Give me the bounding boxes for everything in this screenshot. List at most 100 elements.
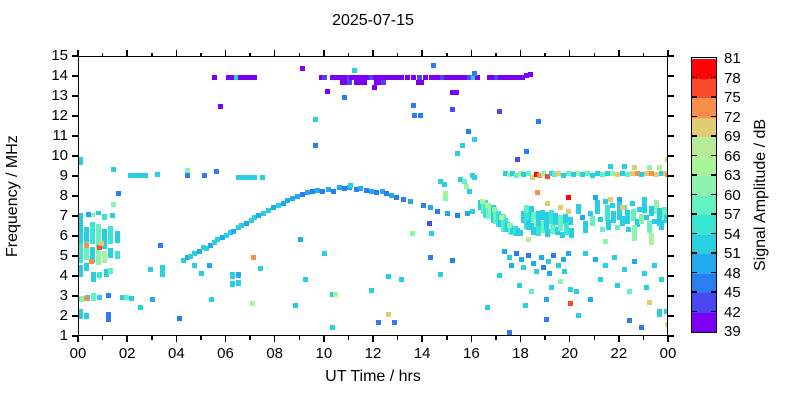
x-tick (101, 336, 104, 340)
data-point (523, 205, 529, 213)
data-point (343, 79, 349, 85)
data-point (357, 79, 363, 85)
data-point (231, 228, 237, 234)
y-tick (72, 235, 78, 237)
data-point (533, 268, 539, 274)
data-point (450, 257, 456, 263)
data-point (592, 194, 598, 200)
data-point (534, 189, 540, 195)
data-point (333, 291, 339, 297)
data-point (226, 74, 232, 80)
x-tick (593, 336, 595, 340)
data-point (665, 171, 667, 177)
data-point (464, 210, 470, 216)
data-point (196, 248, 202, 254)
data-point (582, 221, 588, 233)
x-tick (298, 336, 300, 340)
data-point (541, 264, 547, 270)
x-tick (544, 52, 546, 56)
data-point (649, 233, 655, 245)
data-point (415, 79, 421, 85)
x-tick (347, 52, 350, 56)
colorbar (691, 57, 717, 333)
colorbar-segment (692, 253, 716, 274)
data-point (110, 166, 116, 172)
data-point (346, 79, 352, 85)
data-point (574, 289, 580, 295)
data-point (515, 156, 521, 162)
data-point (330, 188, 336, 194)
data-point (260, 210, 266, 216)
data-point (137, 304, 143, 310)
data-point (466, 128, 472, 134)
data-point (233, 74, 239, 80)
x-tick (470, 336, 473, 342)
data-point (227, 229, 233, 235)
data-point (587, 296, 593, 302)
data-point (568, 286, 574, 292)
colorbar-tick (711, 76, 716, 79)
data-point (285, 197, 291, 203)
data-point (339, 79, 345, 85)
data-point (248, 217, 254, 223)
data-point (533, 171, 539, 177)
colorbar-segment (692, 273, 716, 293)
x-tick (151, 336, 153, 340)
data-point (238, 222, 244, 228)
data-point (361, 79, 367, 85)
plot-frame (78, 56, 668, 336)
data-point (305, 189, 311, 195)
data-point (619, 204, 625, 210)
y-tick (668, 295, 674, 297)
data-point (252, 214, 258, 220)
data-point (408, 198, 414, 204)
data-point (467, 74, 473, 80)
data-point (91, 293, 97, 301)
data-point (570, 171, 576, 177)
data-point (108, 268, 114, 274)
data-point (474, 74, 480, 80)
x-tick (298, 52, 300, 56)
colorbar-tick (711, 291, 716, 293)
data-point (527, 71, 533, 77)
data-point (651, 218, 657, 224)
y-tick (72, 255, 78, 257)
data-point (565, 170, 571, 176)
data-point (150, 296, 156, 302)
data-point (469, 208, 475, 214)
data-point (109, 212, 115, 218)
data-point (376, 74, 382, 80)
data-point (605, 170, 611, 176)
data-point (662, 170, 667, 176)
x-axis-label: UT Time / hrs (325, 368, 421, 385)
data-point (180, 257, 186, 263)
x-tick (126, 50, 128, 56)
data-point (373, 79, 379, 85)
data-point (506, 329, 512, 335)
y-tick (668, 315, 674, 317)
data-point (555, 262, 561, 268)
data-point (531, 260, 537, 266)
x-tick (421, 336, 423, 342)
data-point (160, 265, 166, 277)
data-point (275, 202, 281, 208)
data-point (155, 171, 161, 177)
y-tick-label: 6 (59, 227, 68, 244)
data-point (484, 304, 490, 310)
data-point (602, 238, 608, 244)
colorbar-tick (711, 115, 716, 118)
data-point (139, 172, 145, 178)
data-point (634, 219, 640, 227)
data-point (543, 212, 549, 230)
x-tick (593, 52, 595, 56)
data-point (79, 265, 83, 277)
data-point (521, 171, 527, 177)
data-point (543, 316, 549, 322)
data-point (248, 74, 254, 80)
data-point (290, 195, 296, 201)
x-tick (77, 336, 79, 342)
data-point (322, 250, 328, 256)
x-tick-label: 16 (462, 345, 480, 362)
data-point (644, 214, 650, 220)
